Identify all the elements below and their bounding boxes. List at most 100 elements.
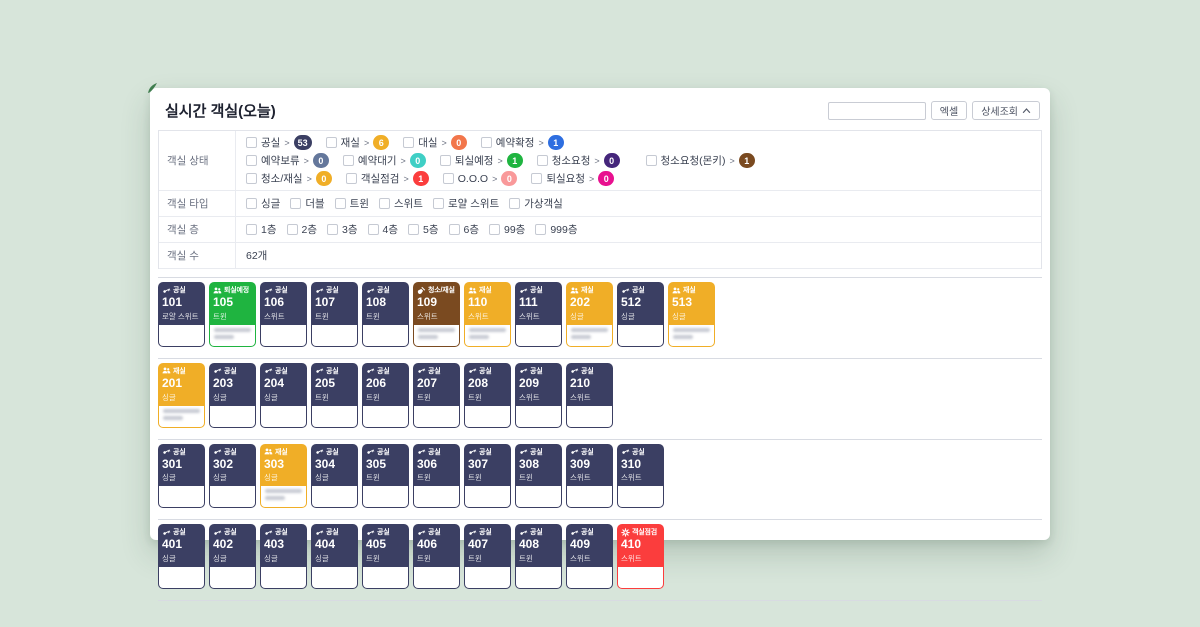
checkbox[interactable] [246,224,257,235]
status-filter-청소/재실[interactable]: 청소/재실 >0 [246,171,332,186]
room-card-208[interactable]: 공실 208 트윈 [464,362,511,428]
room-card-header: 공실 107 트윈 [311,282,358,325]
room-card-210[interactable]: 공실 210 스위트 [566,362,613,428]
type-filter-로얄 스위트[interactable]: 로얄 스위트 [432,196,499,211]
status-filter-예약확정[interactable]: 예약확정 >1 [480,135,564,150]
room-card-207[interactable]: 공실 207 트윈 [413,362,460,428]
room-number: 308 [519,456,540,471]
checkbox[interactable] [535,224,547,235]
room-card-404[interactable]: 공실 404 싱글 [311,524,358,590]
checkbox[interactable] [448,224,460,235]
type-filter-더블[interactable]: 더블 [290,196,325,211]
checkbox[interactable] [408,224,419,235]
search-input[interactable] [827,101,926,120]
room-card-108[interactable]: 공실 108 트윈 [362,282,409,347]
room-card-406[interactable]: 공실 406 트윈 [413,524,460,590]
checkbox[interactable] [325,137,337,148]
status-filter-대실[interactable]: 대실 >0 [403,135,467,150]
separator: > [594,155,600,166]
room-card-308[interactable]: 공실 308 트윈 [515,443,562,509]
checkbox[interactable] [327,224,338,235]
room-card-303[interactable]: 재실 303 싱글 [260,443,307,509]
room-card-209[interactable]: 공실 209 스위트 [515,362,562,428]
room-card-201[interactable]: 재실 201 싱글 [158,362,205,428]
floor-filter-99층[interactable]: 99층 [489,222,525,237]
checkbox[interactable] [246,173,257,184]
checkbox[interactable] [290,198,302,209]
checkbox[interactable] [531,173,543,184]
checkbox[interactable] [345,173,357,184]
floor-filter-2층[interactable]: 2층 [286,222,317,237]
type-filter-싱글[interactable]: 싱글 [246,196,280,211]
room-card-512[interactable]: 공실 512 싱글 [617,282,664,347]
type-filter-스위트[interactable]: 스위트 [378,196,423,211]
checkbox[interactable] [403,137,415,148]
floor-filter-4층[interactable]: 4층 [367,222,398,237]
room-card-307[interactable]: 공실 307 트윈 [464,443,511,509]
status-filter-O.O.O[interactable]: O.O.O >0 [442,171,518,186]
room-card-111[interactable]: 공실 111 스위트 [515,282,562,347]
status-filter-객실점검[interactable]: 객실점검 >1 [345,171,429,186]
floor-filter-6층[interactable]: 6층 [448,222,479,237]
room-card-402[interactable]: 공실 402 싱글 [209,524,256,590]
checkbox[interactable] [439,155,451,166]
checkbox[interactable] [246,155,257,166]
room-card-401[interactable]: 공실 401 싱글 [158,524,205,590]
room-card-106[interactable]: 공실 106 스위트 [260,282,307,347]
checkbox[interactable] [378,198,390,209]
checkbox[interactable] [367,224,379,235]
checkbox[interactable] [334,198,346,209]
room-card-206[interactable]: 공실 206 트윈 [362,362,409,428]
status-filter-청소요청[interactable]: 청소요청 >0 [536,153,620,168]
room-card-403[interactable]: 공실 403 싱글 [260,524,307,590]
checkbox[interactable] [480,137,492,148]
floor-filter-999층[interactable]: 999층 [535,222,578,237]
checkbox[interactable] [286,224,298,235]
room-card-105[interactable]: 퇴실예정 105 트윈 [209,282,256,347]
room-card-101[interactable]: 공실 101 로얄 스위트 [158,282,205,347]
room-card-410[interactable]: 객실점검 410 스위트 [617,524,664,590]
room-card-310[interactable]: 공실 310 스위트 [617,443,664,509]
floor-filter-5층[interactable]: 5층 [408,222,439,237]
room-card-107[interactable]: 공실 107 트윈 [311,282,358,347]
floor-filter-3층[interactable]: 3층 [327,222,358,237]
room-card-301[interactable]: 공실 301 싱글 [158,443,205,509]
type-filter-트윈[interactable]: 트윈 [334,196,369,211]
room-card-205[interactable]: 공실 205 트윈 [311,362,358,428]
checkbox[interactable] [246,198,257,209]
room-card-409[interactable]: 공실 409 스위트 [566,524,613,590]
floor-filter-1층[interactable]: 1층 [246,222,277,237]
room-card-306[interactable]: 공실 306 트윈 [413,443,460,509]
status-filter-청소요청(몬키)[interactable]: 청소요청(몬키) >1 [645,153,755,168]
room-card-203[interactable]: 공실 203 싱글 [209,362,256,428]
room-card-302[interactable]: 공실 302 싱글 [209,443,256,509]
checkbox[interactable] [246,137,257,148]
room-card-109[interactable]: 청소/재실 109 스위트 [413,282,460,347]
status-filter-재실[interactable]: 재실 >6 [325,135,390,150]
checkbox[interactable] [432,198,444,209]
room-card-202[interactable]: 재실 202 싱글 [566,282,613,347]
room-card-305[interactable]: 공실 305 트윈 [362,443,409,509]
room-card-204[interactable]: 공실 204 싱글 [260,362,307,428]
room-card-309[interactable]: 공실 309 스위트 [566,443,613,509]
room-card-513[interactable]: 재실 513 싱글 [668,282,715,347]
checkbox[interactable] [509,198,521,209]
status-filter-공실[interactable]: 공실 >53 [246,135,312,150]
room-card-407[interactable]: 공실 407 트윈 [464,524,511,590]
detail-view-button[interactable]: 상세조회 [972,101,1040,120]
status-filter-퇴실요청[interactable]: 퇴실요청 >0 [531,171,615,186]
checkbox[interactable] [489,224,500,235]
checkbox[interactable] [645,155,657,166]
checkbox[interactable] [342,155,354,166]
room-card-408[interactable]: 공실 408 트윈 [515,524,562,590]
status-filter-예약대기[interactable]: 예약대기 >0 [342,153,426,168]
status-filter-퇴실예정[interactable]: 퇴실예정 >1 [439,153,523,168]
room-card-405[interactable]: 공실 405 트윈 [362,524,409,590]
type-filter-가상객실[interactable]: 가상객실 [509,196,563,211]
checkbox[interactable] [536,155,548,166]
room-card-304[interactable]: 공실 304 싱글 [311,443,358,509]
room-card-110[interactable]: 재실 110 스위트 [464,282,511,347]
status-filter-예약보류[interactable]: 예약보류 >0 [246,153,329,168]
checkbox[interactable] [442,173,454,184]
excel-button[interactable]: 엑셀 [930,101,968,120]
